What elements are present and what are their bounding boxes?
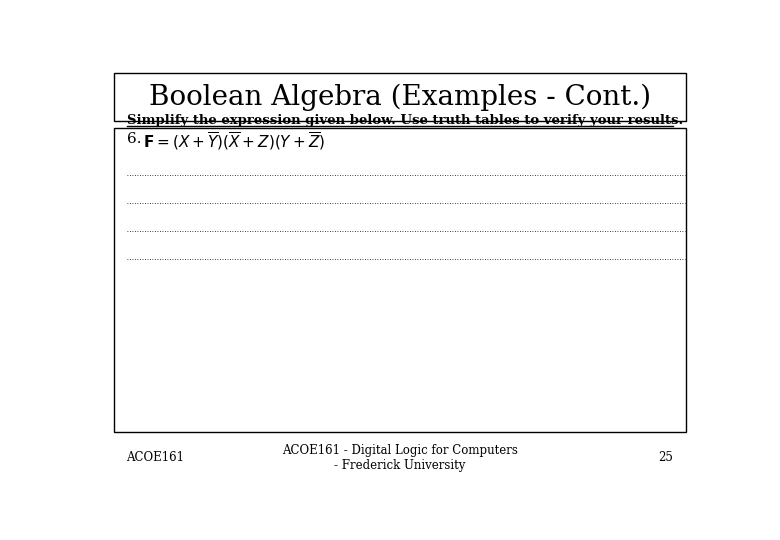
Text: $\mathbf{F} = \overline{(X+\overline{Y})}(\overline{X}+Z)(Y+\overline{Z})$: $\mathbf{F} = \overline{(X+\overline{Y})… bbox=[143, 126, 325, 152]
FancyBboxPatch shape bbox=[114, 128, 686, 431]
FancyBboxPatch shape bbox=[114, 73, 686, 121]
Text: ACOE161 - Digital Logic for Computers
- Frederick University: ACOE161 - Digital Logic for Computers - … bbox=[282, 444, 518, 472]
Text: 6.: 6. bbox=[126, 132, 141, 146]
Text: 25: 25 bbox=[658, 451, 673, 464]
Text: ACOE161: ACOE161 bbox=[126, 451, 185, 464]
Text: Simplify the expression given below. Use truth tables to verify your results.: Simplify the expression given below. Use… bbox=[126, 114, 682, 127]
Text: Boolean Algebra (Examples - Cont.): Boolean Algebra (Examples - Cont.) bbox=[149, 83, 651, 111]
